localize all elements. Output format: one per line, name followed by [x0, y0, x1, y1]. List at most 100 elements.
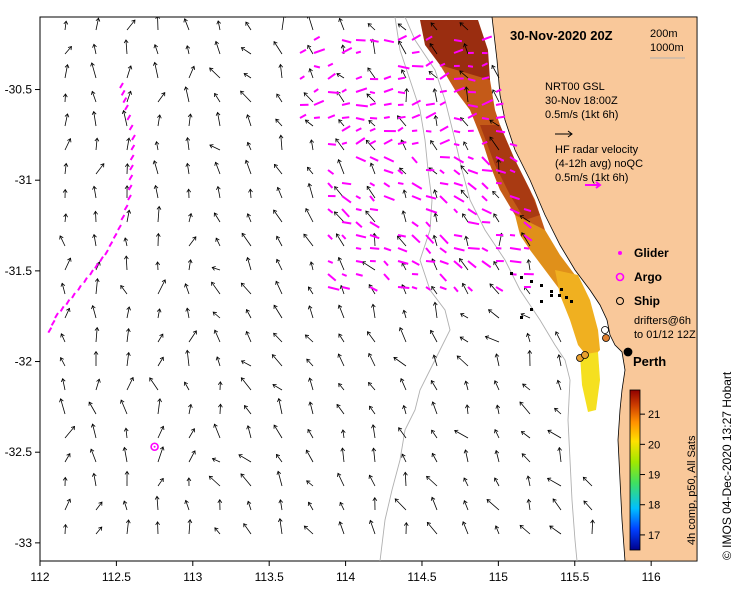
gsl-vector-head	[213, 212, 218, 217]
gsl-vector-head	[336, 403, 341, 409]
gsl-vector	[126, 328, 130, 343]
hf-vector	[467, 182, 477, 191]
hf-vector	[453, 86, 465, 93]
gsl-vector-head	[367, 67, 372, 72]
gsl-vector	[241, 233, 252, 247]
contour-200m	[404, 17, 578, 561]
gsl-vector-head	[340, 447, 346, 452]
hf-vector	[397, 247, 408, 253]
drifter-point	[520, 316, 523, 319]
gsl-vector-head	[123, 237, 129, 242]
hf-vector	[481, 156, 491, 166]
gsl-legend-line3: 0.5m/s (1kt 6h)	[545, 109, 618, 121]
gsl-vector-head	[120, 284, 125, 290]
hf-vector	[467, 78, 476, 82]
gsl-vector	[401, 262, 407, 271]
gsl-vector-head	[248, 188, 253, 193]
gsl-vector	[489, 119, 500, 127]
gsl-vector	[430, 330, 438, 343]
gsl-vector-head	[426, 521, 431, 527]
hf-vector	[495, 169, 506, 174]
gsl-vector	[435, 115, 438, 127]
hf-vector	[355, 75, 363, 80]
hf-vector	[397, 115, 406, 119]
hf-vector	[383, 182, 391, 188]
gsl-vector	[552, 498, 562, 511]
hf-vector	[327, 114, 336, 119]
gsl-vector-head	[334, 186, 339, 191]
hf-vector	[495, 156, 505, 162]
gsl-vector-head	[246, 425, 251, 430]
gsl-vector	[431, 380, 438, 391]
hf-vector	[481, 140, 488, 145]
gsl-vector-head	[90, 62, 95, 67]
gsl-vector	[120, 285, 128, 295]
gsl-vector	[486, 499, 500, 511]
gsl-vector-head	[184, 499, 189, 504]
gsl-vector	[92, 424, 97, 439]
gsl-vector	[489, 136, 500, 151]
gsl-vector	[215, 238, 221, 247]
gsl-vector	[464, 43, 469, 55]
gsl-vector-head	[337, 256, 342, 262]
gsl-vector	[95, 327, 98, 343]
gsl-vector	[309, 68, 314, 79]
gsl-vector-head	[526, 332, 531, 338]
gsl-vector	[494, 380, 500, 391]
gsl-vector	[338, 333, 345, 343]
gsl-vector-head	[308, 68, 313, 73]
gsl-vector	[459, 258, 469, 271]
hf-vector	[495, 88, 502, 93]
gsl-vector	[125, 428, 128, 439]
gsl-vector-head	[159, 356, 164, 361]
hf-vector	[481, 117, 489, 121]
gsl-vector-head	[149, 377, 154, 382]
ship-markers	[576, 326, 633, 362]
gsl-vector-head	[278, 499, 284, 504]
gsl-vector-head	[397, 115, 402, 120]
hf-vector	[425, 130, 432, 133]
gsl-vector-head	[432, 354, 437, 359]
gsl-vector-head	[213, 329, 219, 334]
gsl-vector	[276, 454, 283, 463]
gsl-vector-head	[240, 282, 245, 287]
gsl-vector-head	[461, 282, 466, 288]
hf-vector	[411, 99, 422, 106]
gsl-vector-head	[484, 335, 490, 340]
gsl-vector-head	[307, 182, 312, 188]
gsl-vector-head	[495, 404, 501, 409]
gsl-vector-head	[462, 213, 467, 218]
hf-vector	[481, 195, 488, 202]
gsl-vector	[95, 211, 97, 223]
gsl-vector	[400, 378, 407, 391]
gsl-vector-head	[241, 232, 246, 237]
gsl-vector	[558, 354, 562, 367]
gsl-vector-head	[335, 138, 340, 143]
hf-vector	[355, 273, 363, 277]
gsl-vector-head	[245, 308, 250, 314]
hf-vector	[439, 89, 447, 93]
gsl-vector	[305, 334, 314, 343]
gsl-vector-head	[91, 110, 97, 115]
gsl-vector	[558, 447, 562, 463]
glider-point	[94, 262, 99, 269]
gsl-vector-head	[93, 210, 98, 215]
gsl-vector-head	[303, 92, 308, 97]
gsl-vector	[219, 404, 221, 415]
gsl-vector	[241, 360, 252, 367]
gsl-vector-head	[153, 184, 159, 190]
gsl-vector	[427, 522, 438, 535]
gsl-vector	[93, 473, 97, 487]
gsl-vector	[217, 186, 221, 199]
gsl-vector-head	[192, 236, 197, 241]
x-tick-label: 116	[642, 570, 661, 584]
gsl-vector	[95, 379, 100, 391]
gsl-vector-head	[157, 398, 162, 403]
gsl-vector	[273, 332, 283, 343]
gsl-vector-head	[214, 527, 219, 532]
gsl-vector	[64, 163, 67, 175]
gsl-vector	[212, 311, 221, 319]
gsl-vector-head	[243, 523, 248, 528]
gsl-vector	[126, 65, 132, 79]
gsl-vector	[214, 93, 221, 103]
